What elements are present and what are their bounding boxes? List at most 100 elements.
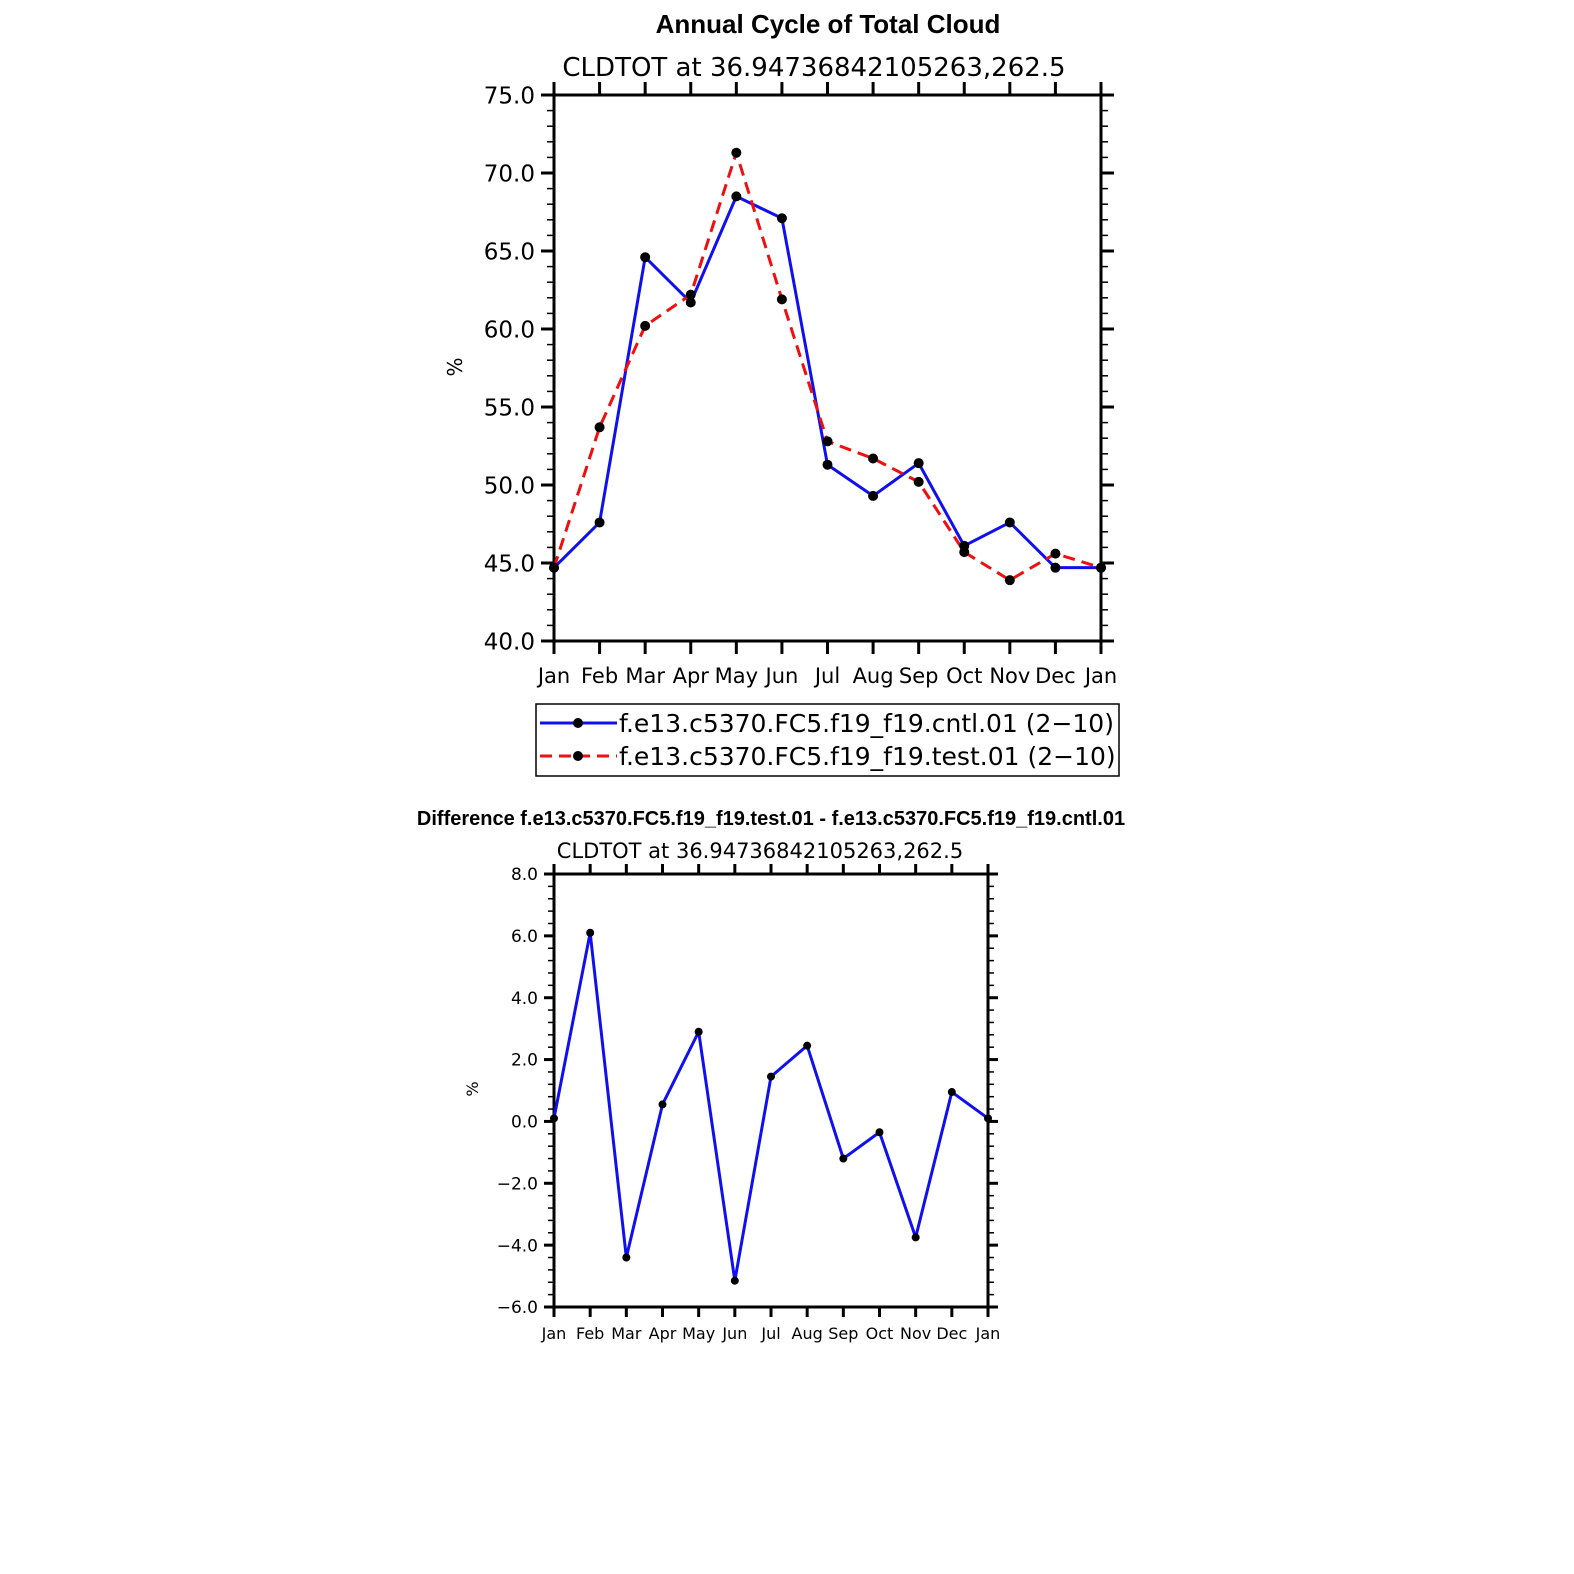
plot-frame <box>552 93 1103 643</box>
x-tick-label: Jan <box>536 664 570 688</box>
data-point-1 <box>1050 548 1061 559</box>
x-tick-label: Feb <box>576 1324 604 1343</box>
data-point-1 <box>1096 562 1106 573</box>
x-tick-label: Feb <box>581 664 618 688</box>
data-point-1 <box>594 422 605 433</box>
x-tick-label: Aug <box>792 1324 823 1343</box>
axes-ticks <box>544 864 998 1317</box>
data-point-0 <box>694 1027 703 1036</box>
y-tick-labels: 40.0 45.0 50.0 55.0 60.0 65.0 70.0 75.0 <box>484 83 535 655</box>
data-point-1 <box>640 320 651 331</box>
y-axis-label: % <box>463 1081 482 1096</box>
y-tick-label: −2.0 <box>497 1174 538 1194</box>
y-tick-label: −6.0 <box>497 1298 538 1318</box>
data-point-0 <box>731 191 742 202</box>
x-tick-label: Sep <box>828 1324 858 1343</box>
y-axis-label: % <box>443 357 467 376</box>
x-tick-label: Jul <box>813 664 840 688</box>
y-tick-label: 4.0 <box>511 989 538 1009</box>
data-point-0 <box>730 1276 739 1285</box>
y-tick-label: 0.0 <box>511 1113 538 1133</box>
data-point-0 <box>658 1100 667 1109</box>
data-point-1 <box>868 453 879 464</box>
y-tick-label: 65.0 <box>484 239 535 265</box>
annual-cycle-chart: Annual Cycle of Total Cloud CLDTOT at 36… <box>443 9 1120 777</box>
data-point-0 <box>550 1114 558 1123</box>
x-tick-label: Jan <box>541 1324 567 1343</box>
data-point-1 <box>549 562 559 573</box>
x-tick-label: Oct <box>946 664 982 688</box>
y-tick-label: 70.0 <box>484 161 535 187</box>
chart-subtitle: CLDTOT at 36.94736842105263,262.5 <box>562 53 1065 83</box>
x-tick-label: Dec <box>1035 664 1076 688</box>
data-point-0 <box>1004 517 1015 528</box>
data-point-0 <box>586 928 595 937</box>
data-point-0 <box>767 1072 775 1081</box>
x-tick-label: Jan <box>1083 664 1117 688</box>
x-tick-label: May <box>682 1324 715 1343</box>
x-tick-labels: Jan Feb Mar Apr May Jun Jul Aug Sep Oct Nov Dec Jan <box>541 1324 1001 1343</box>
data-point-1 <box>685 289 696 300</box>
x-tick-label: Apr <box>649 1324 677 1343</box>
series-line-0 <box>552 194 1101 570</box>
legend-marker-cntl <box>573 718 583 728</box>
data-point-0 <box>594 517 605 528</box>
y-tick-label: 50.0 <box>484 473 535 499</box>
x-tick-label: Sep <box>899 664 939 688</box>
data-point-1 <box>959 547 970 558</box>
x-tick-label: Nov <box>989 664 1030 688</box>
data-point-0 <box>913 458 924 469</box>
series-line-1 <box>552 151 1102 582</box>
data-point-0 <box>640 252 651 263</box>
difference-chart: Difference f.e13.c5370.FC5.f19_f19.test.… <box>417 808 1125 1343</box>
y-tick-label: 6.0 <box>511 927 538 947</box>
data-point-0 <box>622 1253 631 1262</box>
data-point-0 <box>839 1154 848 1163</box>
data-point-1 <box>1004 575 1015 586</box>
data-point-1 <box>776 294 787 305</box>
legend-label-cntl: f.e13.c5370.FC5.f19_f19.cntl.01 (2−10) <box>619 709 1114 738</box>
data-point-0 <box>984 1114 992 1123</box>
y-tick-label: −4.0 <box>497 1236 538 1256</box>
x-tick-label: Nov <box>900 1324 931 1343</box>
series-line-0 <box>552 931 989 1283</box>
y-tick-labels: −6.0 −4.0 −2.0 0.0 2.0 4.0 6.0 8.0 <box>497 865 538 1318</box>
legend-marker-test <box>573 751 583 761</box>
y-tick-label: 40.0 <box>484 629 535 655</box>
x-tick-label: Oct <box>866 1324 894 1343</box>
data-point-0 <box>875 1128 884 1137</box>
x-tick-label: Jun <box>721 1324 747 1343</box>
data-point-0 <box>822 459 833 470</box>
y-tick-label: 55.0 <box>484 395 535 421</box>
data-point-0 <box>1050 562 1061 573</box>
y-tick-label: 60.0 <box>484 317 535 343</box>
data-point-0 <box>911 1233 920 1242</box>
data-point-1 <box>913 476 924 487</box>
x-tick-label: Dec <box>936 1324 967 1343</box>
data-point-1 <box>731 147 742 158</box>
y-tick-label: 45.0 <box>484 551 535 577</box>
series-lines <box>550 928 992 1285</box>
x-tick-label: Jan <box>975 1324 1001 1343</box>
chart-subtitle: CLDTOT at 36.94736842105263,262.5 <box>557 839 963 863</box>
data-point-1 <box>822 436 833 447</box>
series-lines <box>549 147 1106 586</box>
legend: f.e13.c5370.FC5.f19_f19.cntl.01 (2−10) f… <box>535 703 1120 777</box>
data-point-0 <box>868 490 879 501</box>
x-tick-label: May <box>715 664 758 688</box>
x-tick-labels: Jan Feb Mar Apr May Jun Jul Aug Sep Oct Nov Dec Jan <box>536 664 1117 688</box>
x-tick-label: Mar <box>611 1324 642 1343</box>
y-tick-label: 8.0 <box>511 865 538 885</box>
data-point-0 <box>803 1041 812 1050</box>
data-point-0 <box>685 297 696 308</box>
chart-title: Difference f.e13.c5370.FC5.f19_f19.test.… <box>417 808 1125 830</box>
legend-box <box>535 703 1120 777</box>
y-tick-label: 2.0 <box>511 1051 538 1071</box>
y-tick-label: 75.0 <box>484 83 535 109</box>
x-tick-label: Jun <box>764 664 799 688</box>
data-point-0 <box>947 1088 956 1097</box>
x-tick-label: Mar <box>625 664 665 688</box>
data-point-0 <box>776 213 787 224</box>
x-tick-label: Aug <box>853 664 894 688</box>
legend-label-test: f.e13.c5370.FC5.f19_f19.test.01 (2−10) <box>619 742 1116 771</box>
